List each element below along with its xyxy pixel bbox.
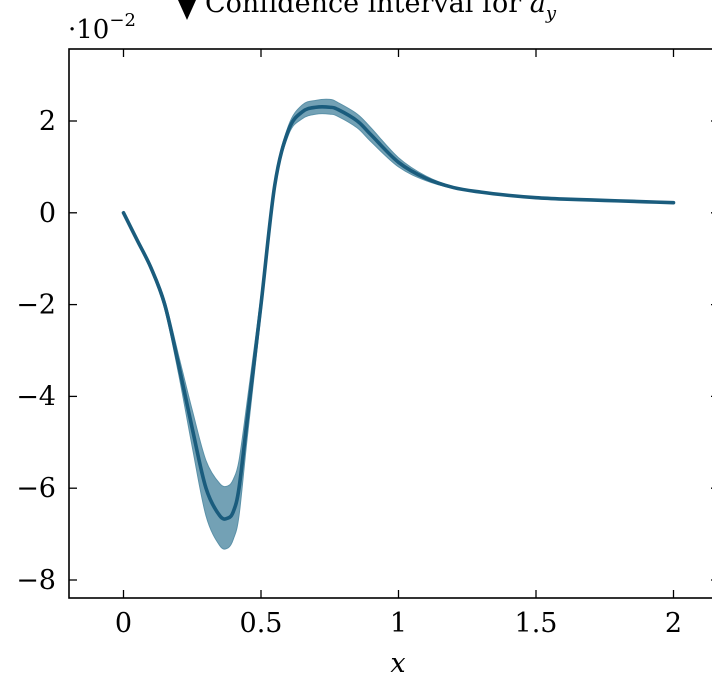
legend-label: Confidence interval for: [205, 0, 530, 19]
plot-area: [121, 98, 676, 550]
x-axis-title: x: [390, 648, 405, 679]
y-scale-exponent: −2: [109, 10, 136, 31]
axis-ticks: 0 0.5 1 1.5 2 2 0 −2 −4 −6 −8: [16, 49, 712, 639]
y-tick-label: 2: [39, 106, 56, 137]
y-tick-label: −8: [16, 565, 56, 596]
x-tick-label: 0: [115, 608, 132, 639]
x-tick-label: 1: [390, 608, 407, 639]
legend-marker-icon: [178, 0, 196, 20]
legend-math-symbol: a: [530, 0, 546, 19]
x-tick-label: 1.5: [515, 608, 558, 639]
y-tick-label: −2: [16, 290, 56, 321]
y-tick-label: 0: [39, 198, 56, 229]
x-tick-label: 0.5: [240, 608, 283, 639]
mean-line: [121, 104, 676, 521]
y-tick-label: −4: [16, 381, 56, 412]
y-scale-factor: ·10−2: [68, 10, 136, 45]
legend-text: Confidence interval for ay: [205, 0, 557, 24]
legend: Confidence interval for ay: [178, 0, 557, 24]
y-scale-base: ·10: [68, 15, 109, 45]
legend-math-subscript: y: [545, 3, 557, 24]
x-tick-label: 2: [665, 608, 682, 639]
axes-frame: [68, 48, 712, 599]
y-tick-label: −6: [16, 473, 56, 504]
